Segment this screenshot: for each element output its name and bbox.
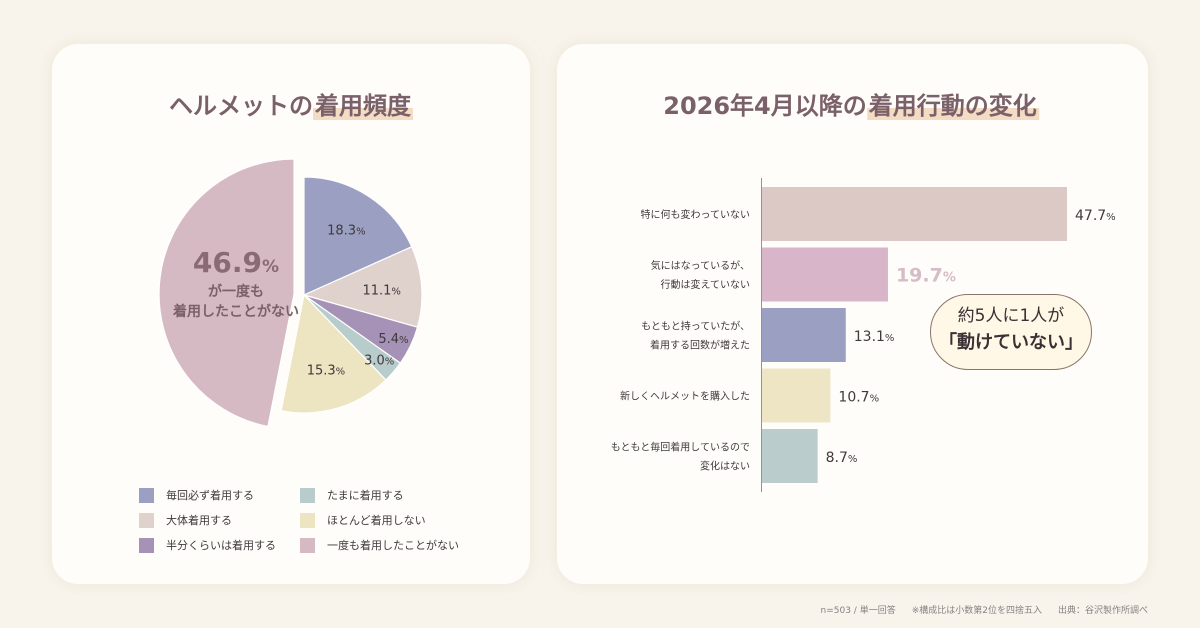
bar-category-label: 変化はない bbox=[700, 460, 750, 473]
bar-value-label: 47.7% bbox=[1075, 208, 1116, 224]
svg-text:46.9%: 46.9% bbox=[193, 246, 279, 279]
pie-slice-label: 15.3% bbox=[307, 364, 345, 379]
pie-slice-label: 5.4% bbox=[378, 332, 408, 347]
pie-slice-label: 18.3% bbox=[327, 224, 365, 239]
legend-item: 大体着用する bbox=[139, 512, 232, 528]
pie-slice bbox=[303, 176, 413, 296]
bar-value-label: 19.7% bbox=[896, 265, 956, 287]
pie-slice bbox=[158, 158, 295, 428]
bar-value-label: 10.7% bbox=[838, 390, 879, 406]
bar-chart-title: 2026年4月以降の着用行動の変化 bbox=[663, 86, 1039, 121]
pie-slice-label: 11.1% bbox=[362, 283, 400, 298]
legend-item: たまに着用する bbox=[300, 487, 404, 503]
bar-category-label: もともと持っていたが、 bbox=[641, 320, 750, 333]
callout-line1: 約5人に1人が bbox=[957, 306, 1065, 326]
bar-category-label: 着用する回数が増えた bbox=[650, 339, 750, 352]
legend-swatch bbox=[300, 487, 315, 503]
pie-center-unit: % bbox=[262, 257, 279, 277]
bar bbox=[762, 429, 818, 483]
pie-slice bbox=[302, 245, 423, 328]
bar-title-highlight: 着用行動の変化 bbox=[866, 92, 1039, 120]
legend-swatch bbox=[300, 537, 315, 553]
legend-item: 毎回必ず着用する bbox=[139, 487, 254, 503]
legend-label: 一度も着用したことがない bbox=[327, 539, 459, 552]
pie-slice-label: 3.0% bbox=[364, 354, 394, 369]
bar-value-label: 13.1% bbox=[854, 329, 895, 345]
bar-category-label: 行動は変えていない bbox=[661, 278, 751, 291]
legend-label: 毎回必ず着用する bbox=[166, 489, 254, 502]
bar-category-label: 新しくヘルメットを購入した bbox=[620, 390, 750, 403]
bar-value-label: 8.7% bbox=[826, 450, 858, 466]
legend-swatch bbox=[139, 537, 154, 553]
legend-item: ほとんど着用しない bbox=[300, 512, 426, 528]
bar-title-text: 2026年4月以降の bbox=[663, 92, 867, 120]
pie-center-value: 46.9 bbox=[193, 246, 262, 279]
legend-label: 大体着用する bbox=[166, 514, 232, 527]
bar bbox=[762, 247, 888, 302]
callout-bubble: 約5人に1人が 「動けていない」 bbox=[930, 294, 1092, 370]
legend-swatch bbox=[139, 512, 154, 528]
helmet-frequency-card bbox=[52, 44, 530, 584]
footer-rounding-note: ※構成比は小数第2位を四捨五入 bbox=[911, 606, 1042, 616]
legend-swatch bbox=[300, 512, 315, 528]
bar bbox=[762, 187, 1067, 241]
pie-center-line3: 着用したことがない bbox=[172, 303, 299, 320]
footer-note: n=503 / 単一回答 ※構成比は小数第2位を四捨五入 出典：谷沢製作所調べ bbox=[805, 603, 1148, 616]
pie-title-text: ヘルメットの bbox=[169, 92, 313, 120]
bar-category-label: 特に何も変わっていない bbox=[641, 208, 751, 221]
legend-label: たまに着用する bbox=[327, 489, 404, 502]
legend-swatch bbox=[139, 487, 154, 503]
bar bbox=[762, 308, 846, 362]
pie-chart-title: ヘルメットの着用頻度 bbox=[169, 86, 413, 121]
legend-label: 半分くらいは着用する bbox=[166, 539, 276, 552]
bar bbox=[762, 368, 831, 423]
legend-label: ほとんど着用しない bbox=[327, 514, 426, 527]
pie-slice bbox=[280, 293, 387, 414]
legend-item: 半分くらいは着用する bbox=[139, 537, 276, 553]
footer-source: 出典：谷沢製作所調べ bbox=[1057, 606, 1148, 616]
bar-category-label: もともと毎回着用しているので bbox=[611, 441, 750, 454]
pie-title-highlight: 着用頻度 bbox=[313, 92, 413, 120]
legend-item: 一度も着用したことがない bbox=[300, 537, 459, 553]
pie-center-line2: が一度も bbox=[208, 283, 264, 300]
footer-sample: n=503 / 単一回答 bbox=[820, 606, 896, 616]
bar-category-label: 気にはなっているが、 bbox=[651, 259, 750, 272]
callout-line2: 「動けていない」 bbox=[939, 332, 1083, 353]
